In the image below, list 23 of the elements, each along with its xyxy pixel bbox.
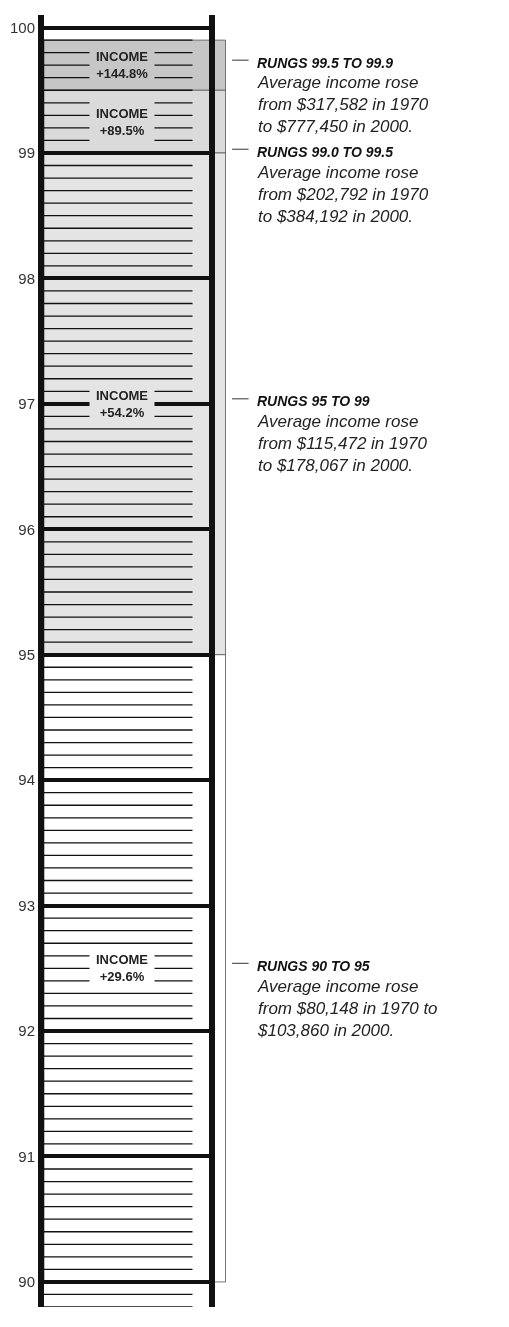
- text: Average income rose from $80,148 in 1970 to $103,860 in 2000.: [257, 977, 438, 1041]
- annotation: INCOME +89.5%: [96, 106, 149, 138]
- y-tick-label: 94: [18, 771, 35, 789]
- text: Average income rose from $202,792 in 1970 to $384,192 in 2000.: [257, 163, 429, 227]
- band-label: RUNGS 95 TO 99: [257, 393, 370, 409]
- band-label: RUNGS 90 TO 95: [257, 958, 370, 974]
- y-tick-label: 96: [18, 520, 35, 538]
- band-label: RUNGS 99.0 TO 99.5: [257, 144, 394, 160]
- y-tick-label: 93: [18, 896, 35, 914]
- y-tick-label: 97: [18, 395, 35, 413]
- y-tick-label: 92: [18, 1022, 35, 1040]
- y-tick-label: 98: [18, 269, 35, 287]
- y-tick-label: 95: [18, 645, 35, 663]
- y-tick-label: 100: [9, 18, 35, 36]
- annotation: INCOME +144.8%: [96, 49, 149, 81]
- text: Average income rose from $115,472 in 1970 to $178,067 in 2000.: [257, 412, 428, 476]
- annotation: INCOME +29.6%: [96, 952, 149, 984]
- y-tick-label: 91: [18, 1147, 35, 1165]
- band-label: RUNGS 99.5 TO 99.9: [257, 55, 394, 71]
- annotation: INCOME +54.2%: [96, 388, 149, 420]
- y-tick-label: 90: [18, 1273, 35, 1291]
- y-tick-label: 99: [18, 144, 35, 162]
- text: Average income rose from $317,582 in 1970 to $777,450 in 2000.: [257, 73, 429, 137]
